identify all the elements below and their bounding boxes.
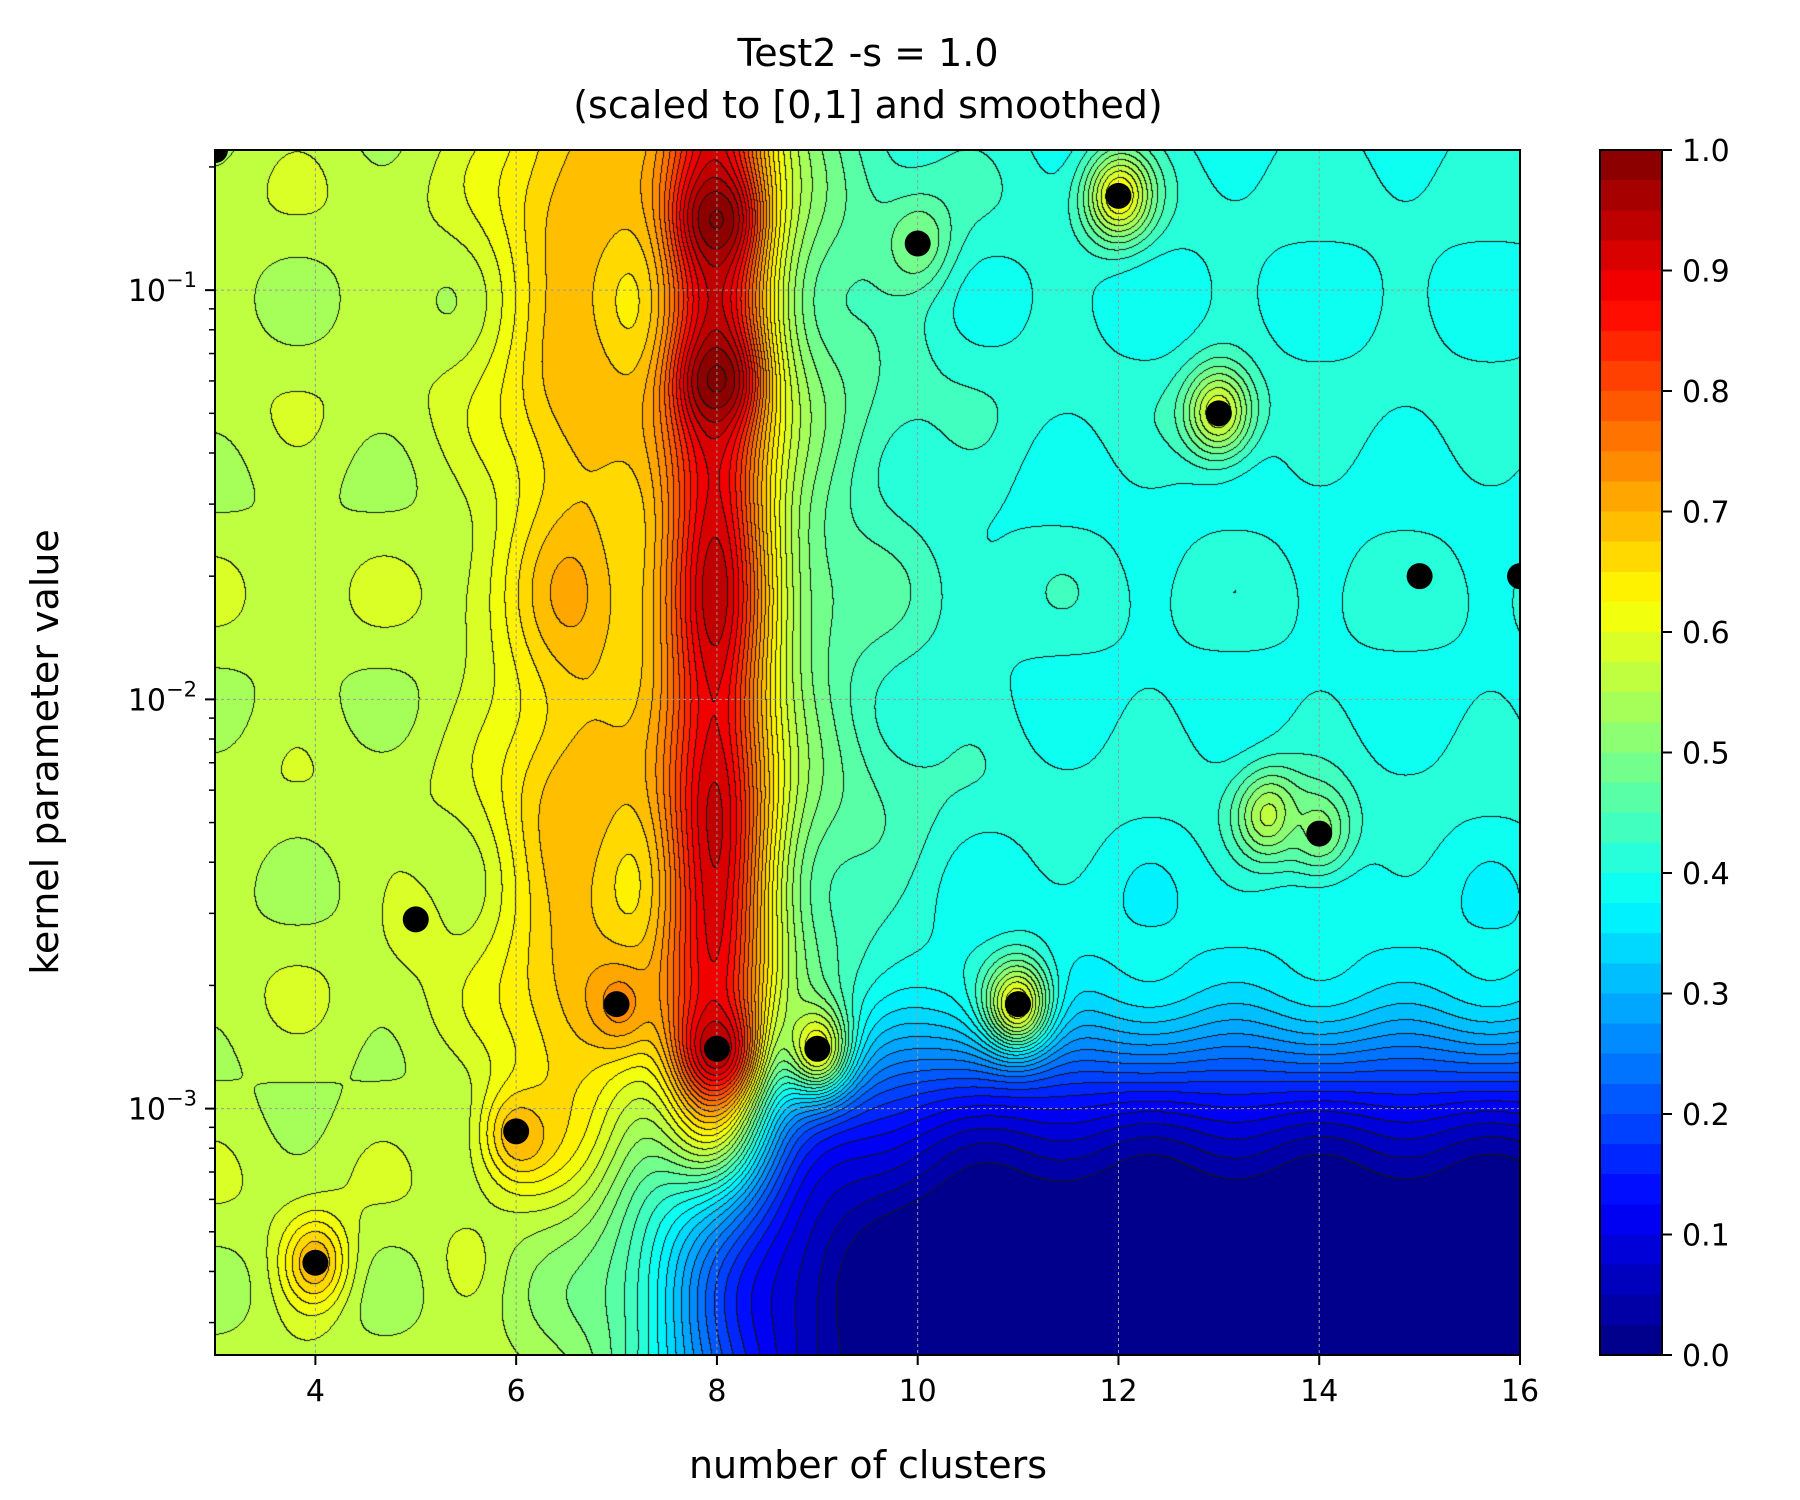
- data-point: [703, 1035, 730, 1062]
- colorbar: 0.0 0.1 0.2 0.3 0.4 0.5 0.6 0.7 0.8 0.9 1.0: [1599, 134, 1730, 1374]
- data-point: [503, 1118, 530, 1145]
- colorbar-tick-label: 0.5: [1682, 737, 1730, 772]
- data-point: [1105, 182, 1132, 209]
- chart-title: Test2 -s = 1.0: [736, 31, 998, 75]
- x-tick-label: 10: [899, 1374, 937, 1409]
- x-axis-title: number of clusters: [689, 1443, 1047, 1487]
- y-axis: 10−1 10−2 10−3: [128, 166, 215, 1324]
- data-point: [1005, 991, 1032, 1018]
- data-point: [1406, 563, 1433, 590]
- x-tick-label: 14: [1300, 1374, 1338, 1409]
- data-point: [302, 1249, 329, 1276]
- x-tick-label: 6: [507, 1374, 526, 1409]
- colorbar-tick-label: 0.1: [1682, 1219, 1730, 1254]
- y-axis-title: kernel parameter value: [23, 529, 67, 975]
- x-tick-label: 16: [1501, 1374, 1539, 1409]
- colorbar-tick-label: 0.7: [1682, 496, 1730, 531]
- data-point: [215, 150, 228, 163]
- chart-subtitle: (scaled to [0,1] and smoothed): [573, 83, 1163, 127]
- data-point: [1306, 820, 1333, 847]
- heatmap-field: [215, 150, 1520, 1355]
- data-point: [904, 230, 931, 257]
- marker-layer: [215, 150, 1520, 1276]
- data-point: [804, 1035, 831, 1062]
- plot-frame: [214, 149, 1521, 1356]
- data-point: [603, 991, 630, 1018]
- y-tick-label: 10−1: [128, 268, 197, 309]
- colorbar-tick-label: 0.4: [1682, 857, 1730, 892]
- data-point: [402, 906, 429, 933]
- colorbar-tick-label: 1.0: [1682, 134, 1730, 169]
- data-point: [1507, 563, 1520, 590]
- x-tick-label: 4: [306, 1374, 325, 1409]
- colorbar-tick-label: 0.2: [1682, 1098, 1730, 1133]
- data-point: [1205, 400, 1232, 427]
- colorbar-tick-label: 0.3: [1682, 978, 1730, 1013]
- colorbar-tick-label: 0.8: [1682, 375, 1730, 410]
- colorbar-tick-label: 0.0: [1682, 1339, 1730, 1374]
- colorbar-tick-label: 0.9: [1682, 255, 1730, 290]
- y-tick-label: 10−2: [128, 677, 197, 718]
- y-tick-label: 10−3: [128, 1087, 197, 1128]
- x-tick-label: 12: [1099, 1374, 1137, 1409]
- x-axis: 4 6 8 10 12 14 16: [306, 1355, 1539, 1409]
- colorbar-tick-label: 0.6: [1682, 616, 1730, 651]
- colorbar-gradient: [1600, 150, 1662, 1355]
- x-tick-label: 8: [707, 1374, 726, 1409]
